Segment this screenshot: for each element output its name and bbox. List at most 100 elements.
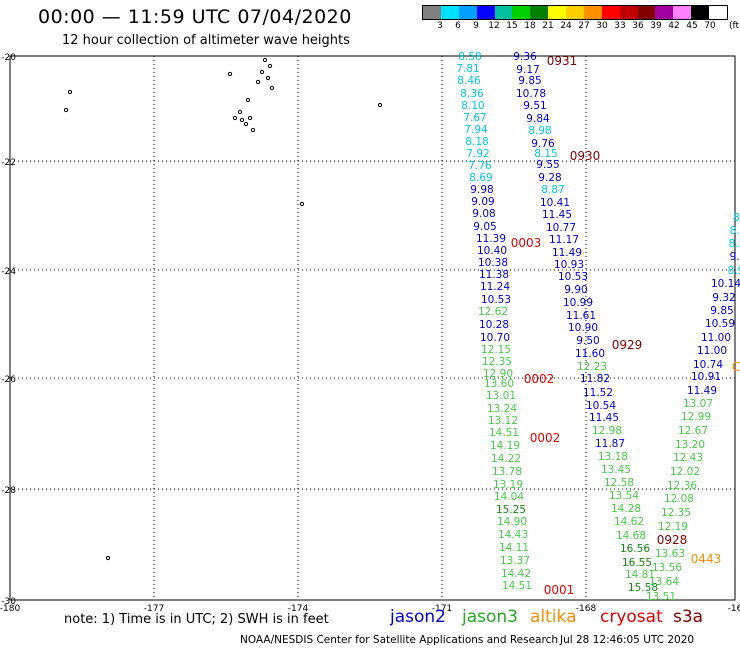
wave-height-value: 8.36	[460, 88, 484, 100]
wave-height-value: 13.19	[493, 479, 523, 491]
pass-time-label: C	[732, 360, 740, 374]
wave-height-value: 8.69	[469, 172, 492, 184]
wave-height-value: 12.36	[667, 480, 697, 492]
wave-height-value: 14.28	[611, 503, 641, 515]
wave-height-value: 8.10	[461, 100, 484, 112]
wave-height-value: 14.51	[502, 580, 532, 592]
wave-height-value: 11.49	[552, 247, 582, 259]
wave-height-value: 7.92	[466, 148, 489, 160]
colorbar-tick-label: 15	[506, 21, 518, 31]
wave-height-value: 12.08	[664, 493, 694, 505]
colorbar-swatch	[673, 6, 692, 19]
render-timestamp: Jul 28 12:46:05 UTC 2020	[560, 634, 695, 646]
wave-height-value: 9.3	[730, 251, 740, 263]
wave-height-value: 9.76	[531, 138, 555, 150]
wave-height-value: 13.37	[500, 555, 530, 567]
wave-height-value: 9.85	[518, 75, 541, 87]
wave-height-value: 13.20	[675, 439, 705, 451]
credit-line: NOAA/NESDIS Center for Satellite Applica…	[240, 634, 558, 646]
colorbar-tick-label: 39	[650, 21, 662, 31]
wave-height-value: 12.90	[483, 368, 513, 380]
wave-height-value: 14.81	[625, 569, 655, 581]
wave-height-value: 11.39	[476, 233, 506, 245]
wave-height-value: 12.43	[673, 452, 703, 464]
wave-height-value: 8.6	[730, 225, 740, 237]
lat-label: -26	[1, 375, 16, 385]
wave-height-value: 16.55	[622, 557, 652, 569]
wave-height-value: 13.54	[609, 490, 639, 502]
lat-label: -28	[1, 486, 16, 496]
wave-height-value: 12.02	[670, 466, 700, 478]
wave-height-value: 7.67	[463, 112, 486, 124]
wave-height-value: 8.46	[457, 75, 481, 87]
wave-height-value: 11.38	[479, 269, 509, 281]
island	[67, 89, 73, 95]
colorbar-swatch	[566, 6, 584, 19]
wave-height-value: 11.49	[687, 385, 717, 397]
wave-height-value: 9.28	[538, 172, 561, 184]
wave-height-value: 8.58	[458, 51, 481, 63]
colorbar-swatch	[548, 6, 566, 19]
pass-time-label: 0003	[511, 236, 542, 250]
island	[63, 107, 69, 113]
colorbar-tick-label: 24	[560, 21, 572, 31]
colorbar-swatch	[494, 6, 513, 19]
colorbar-tick-label: 18	[524, 21, 536, 31]
wave-height-value: 8.9	[728, 265, 740, 277]
legend-jason2: jason2	[390, 607, 446, 627]
map-frame	[9, 55, 736, 601]
wave-height-value: 10.53	[558, 271, 588, 283]
pass-time-label: 0928	[657, 533, 688, 547]
wave-height-value: 9.36	[513, 51, 537, 63]
wave-height-value: 16.56	[620, 543, 650, 555]
wave-height-value: 9.05	[473, 221, 496, 233]
wave-height-value: 9.17	[516, 64, 539, 76]
lon-label: -16	[728, 604, 740, 614]
wave-height-value: 10.28	[479, 319, 509, 331]
pass-time-label: 0002	[530, 431, 561, 445]
colorbar-swatch	[601, 6, 620, 19]
colorbar-swatch	[440, 6, 459, 19]
wave-height-value: 10.14	[711, 278, 740, 290]
wave-height-value: 9.50	[576, 335, 599, 347]
wave-height-value: 9.51	[523, 100, 546, 112]
wave-height-value: 13.01	[486, 390, 516, 402]
wave-height-value: 14.42	[501, 568, 531, 580]
wave-height-value: 13.12	[488, 415, 518, 427]
colorbar-swatch	[530, 6, 549, 19]
colorbar-swatch	[619, 6, 638, 19]
colorbar-tick-label: 42	[668, 21, 680, 31]
pass-time-label: 0929	[612, 338, 643, 352]
wave-height-value: 11.87	[595, 438, 625, 450]
island	[245, 97, 251, 103]
wave-height-value: 13.56	[652, 562, 682, 574]
lon-label: -174	[288, 604, 309, 614]
lat-label: -30	[1, 597, 16, 607]
wave-height-value: 8.	[733, 212, 740, 224]
legend-cryosat: cryosat	[600, 607, 663, 627]
pass-time-label: 0931	[547, 54, 578, 68]
wave-height-value: 15.58	[628, 582, 658, 594]
wave-height-value: 11.45	[589, 412, 619, 424]
colorbar-tick-label: 6	[455, 21, 461, 31]
wave-height-value: 7.81	[456, 63, 479, 75]
colorbar-swatch	[512, 6, 531, 19]
wave-height-value: 14.51	[489, 427, 519, 439]
wave-height-value: 13.63	[655, 548, 685, 560]
island	[269, 85, 275, 91]
island	[250, 127, 256, 133]
pass-time-label: 0001	[544, 583, 575, 597]
wave-height-value: 10.53	[481, 294, 511, 306]
colorbar-tick-label: 45	[686, 21, 698, 31]
lat-label: -20	[1, 53, 16, 63]
wave-height-value: 11.45	[542, 209, 572, 221]
island	[267, 63, 273, 69]
island	[265, 75, 271, 81]
colorbar-tick-label: 3	[437, 21, 443, 31]
wave-height-value: 11.00	[697, 345, 727, 357]
legend-altika: altika	[530, 607, 577, 627]
wave-height-value: 11.61	[566, 310, 596, 322]
legend-jason3: jason3	[462, 607, 518, 627]
lat-label: -24	[1, 267, 16, 277]
wave-height-value: 7.76	[468, 160, 492, 172]
